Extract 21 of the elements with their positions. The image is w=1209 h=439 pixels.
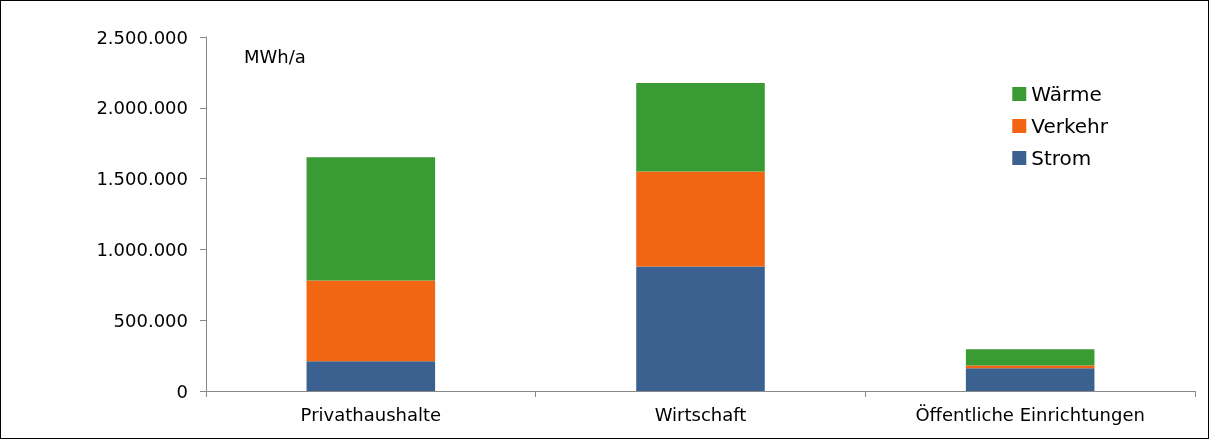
y-tick-label: 500.000: [113, 309, 188, 331]
y-axis-title: MWh/a: [244, 45, 306, 67]
y-tick-label: 1.500.000: [96, 168, 188, 190]
bar: [636, 83, 765, 172]
bar: [306, 280, 436, 362]
x-tick-label: Wirtschaft: [654, 403, 747, 425]
y-tick-label: 2.000.000: [96, 97, 188, 119]
bar: [965, 368, 1095, 391]
y-tick-label: 1.000.000: [96, 238, 188, 260]
bar: [636, 171, 765, 267]
bar: [306, 157, 436, 281]
legend-label: Wärme: [1031, 82, 1102, 106]
bar: [636, 266, 765, 391]
bar: [306, 361, 436, 391]
x-tick-label: Öffentliche Einrichtungen: [915, 403, 1145, 425]
legend-label: Strom: [1031, 146, 1092, 170]
legend-label: Verkehr: [1031, 114, 1109, 138]
y-tick-label: 2.500.000: [96, 26, 188, 48]
x-tick-label: Privathaushalte: [300, 403, 442, 425]
bar: [965, 349, 1095, 366]
y-tick-label: 0: [176, 380, 188, 402]
